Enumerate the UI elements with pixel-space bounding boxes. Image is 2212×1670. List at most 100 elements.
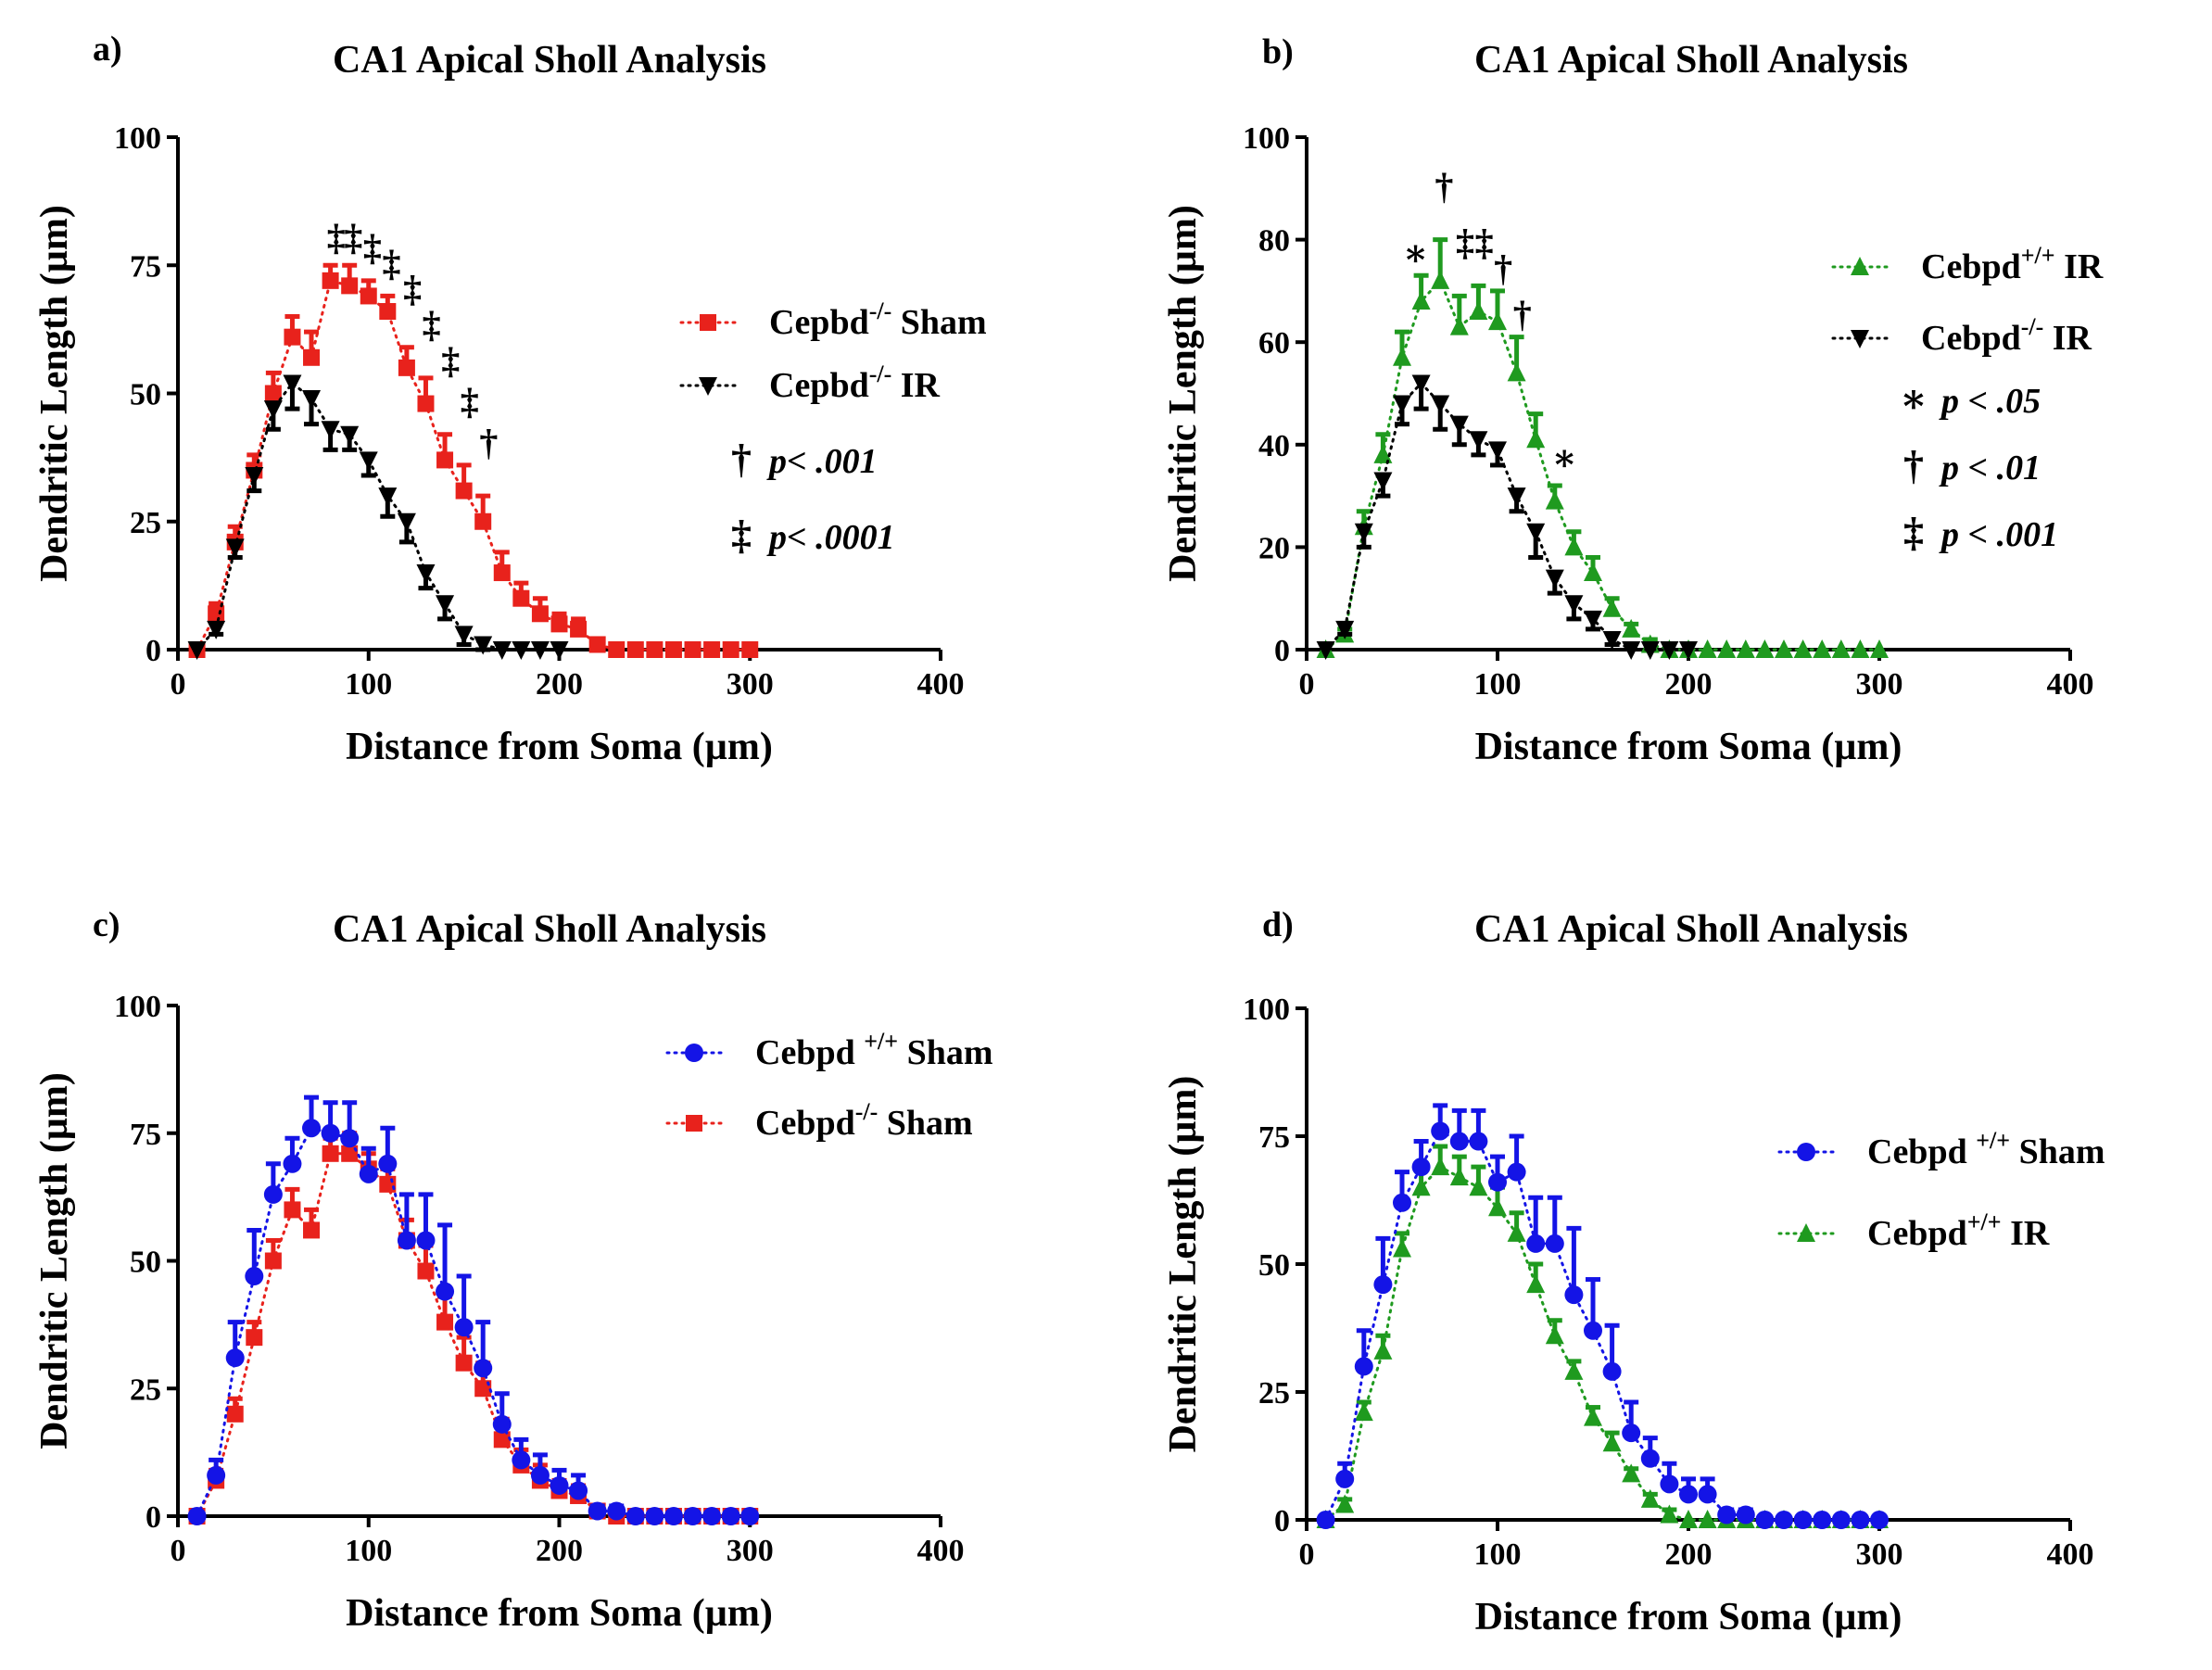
y-axis-label: Dendritic Length (µm): [33, 1072, 76, 1449]
legend-marker: [1851, 330, 1869, 348]
significance-mark: ∗: [1551, 436, 1577, 478]
data-point: [436, 595, 455, 614]
chart-title: CA1 Apical Sholl Analysis: [333, 39, 766, 82]
data-point: [397, 1231, 416, 1250]
series-line: [1324, 1129, 1881, 1522]
data-point: [569, 1481, 588, 1500]
sig-symbol: ‡: [1903, 510, 1924, 555]
x-tick-label: 0: [171, 1534, 186, 1568]
data-point: [570, 620, 588, 638]
data-point: [1698, 1485, 1717, 1504]
data-point: [1393, 395, 1411, 414]
data-point: [588, 636, 606, 653]
data-point: [703, 641, 721, 658]
data-point: [1545, 569, 1564, 588]
data-point: [207, 620, 226, 639]
data-point: [284, 1201, 301, 1219]
panel-c: c) CA1 Apical Sholl Analysis 0 25 50 75 100 0 10…: [33, 905, 993, 1635]
data-point: [1831, 639, 1851, 658]
data-point: [1316, 1511, 1335, 1529]
series-line: [196, 278, 752, 652]
data-point: [1411, 1177, 1431, 1196]
significance-mark: †: [479, 422, 498, 463]
data-point: [1449, 1167, 1469, 1186]
legend-marker: [1797, 1223, 1815, 1242]
x-tick-label: 0: [1299, 1537, 1315, 1572]
y-axis-label: Dendritic Length (µm): [33, 205, 76, 582]
data-point: [1584, 563, 1602, 582]
significance-mark: ‡: [363, 227, 382, 269]
panel-letter: c): [93, 905, 120, 944]
data-point: [1373, 1275, 1393, 1295]
data-point: [492, 1414, 512, 1434]
sig-text: p < .001: [1939, 515, 2058, 554]
data-point: [1411, 1158, 1431, 1177]
data-point: [1545, 1325, 1564, 1345]
data-point: [1698, 639, 1717, 658]
legend-label: Cebpd-/- IR: [1921, 313, 2092, 358]
y-tick-label: 100: [114, 990, 161, 1024]
x-axis-label: Distance from Soma (µm): [1475, 726, 1902, 768]
series-line: [1324, 1165, 1881, 1522]
y-tick-label: 0: [145, 634, 161, 668]
x-axis-label: Distance from Soma (µm): [346, 1592, 773, 1635]
y-tick-label: 100: [114, 121, 161, 156]
data-point: [1449, 316, 1469, 335]
data-point: [1793, 639, 1813, 658]
data-point: [721, 1507, 740, 1525]
data-point: [1373, 1340, 1393, 1360]
y-tick-label: 75: [130, 249, 161, 284]
data-point: [416, 564, 436, 584]
significance-mark: †: [1513, 294, 1532, 335]
y-tick-label: 100: [1243, 993, 1290, 1027]
data-point: [1698, 1510, 1717, 1528]
data-point: [1411, 374, 1431, 394]
data-point: [683, 1507, 702, 1525]
data-point: [646, 641, 664, 658]
data-point: [626, 641, 644, 658]
data-point: [378, 1154, 398, 1173]
data-point: [1679, 1485, 1698, 1504]
data-point: [1622, 1423, 1641, 1443]
data-point: [607, 1501, 626, 1521]
data-point: [1507, 1222, 1526, 1242]
data-point: [1602, 1433, 1622, 1452]
significance-mark: ‡: [327, 217, 346, 259]
data-point: [1584, 610, 1602, 629]
data-point: [341, 1145, 359, 1162]
data-point: [225, 1348, 245, 1368]
data-point: [1526, 1234, 1546, 1253]
data-point: [1469, 1132, 1488, 1151]
significance-mark: ‡: [441, 339, 460, 381]
x-axis-label: Distance from Soma (µm): [346, 726, 773, 768]
data-point: [416, 1231, 436, 1250]
x-tick-label: 100: [1474, 1537, 1522, 1572]
x-tick-label: 0: [171, 667, 186, 702]
data-point: [379, 1175, 397, 1193]
data-point: [455, 1354, 473, 1372]
data-point: [1449, 415, 1469, 435]
x-tick-label: 300: [1856, 667, 1903, 702]
data-point: [226, 1405, 244, 1423]
data-point: [1526, 1274, 1546, 1294]
panel-letter: a): [93, 30, 122, 69]
data-point: [1488, 1197, 1507, 1217]
data-point: [1469, 1177, 1488, 1196]
data-point: [225, 538, 245, 558]
data-point: [264, 1252, 282, 1270]
data-point: [245, 466, 264, 486]
data-point: [1411, 290, 1431, 310]
data-point: [1449, 1132, 1469, 1151]
series-cepbd-sham: [188, 262, 759, 658]
chart-title: CA1 Apical Sholl Analysis: [1474, 39, 1908, 82]
data-point: [1393, 347, 1411, 366]
data-point: [1431, 395, 1450, 414]
legend-label: Cepbd-/- IR: [769, 361, 941, 405]
data-point: [1679, 1510, 1698, 1528]
x-axis-label: Distance from Soma (µm): [1475, 1596, 1902, 1638]
data-point: [1316, 641, 1335, 660]
legend-label: Cebpd +/+ Sham: [1867, 1127, 2105, 1171]
x-tick-label: 200: [536, 667, 583, 702]
data-point: [263, 1184, 283, 1204]
data-point: [264, 385, 282, 402]
